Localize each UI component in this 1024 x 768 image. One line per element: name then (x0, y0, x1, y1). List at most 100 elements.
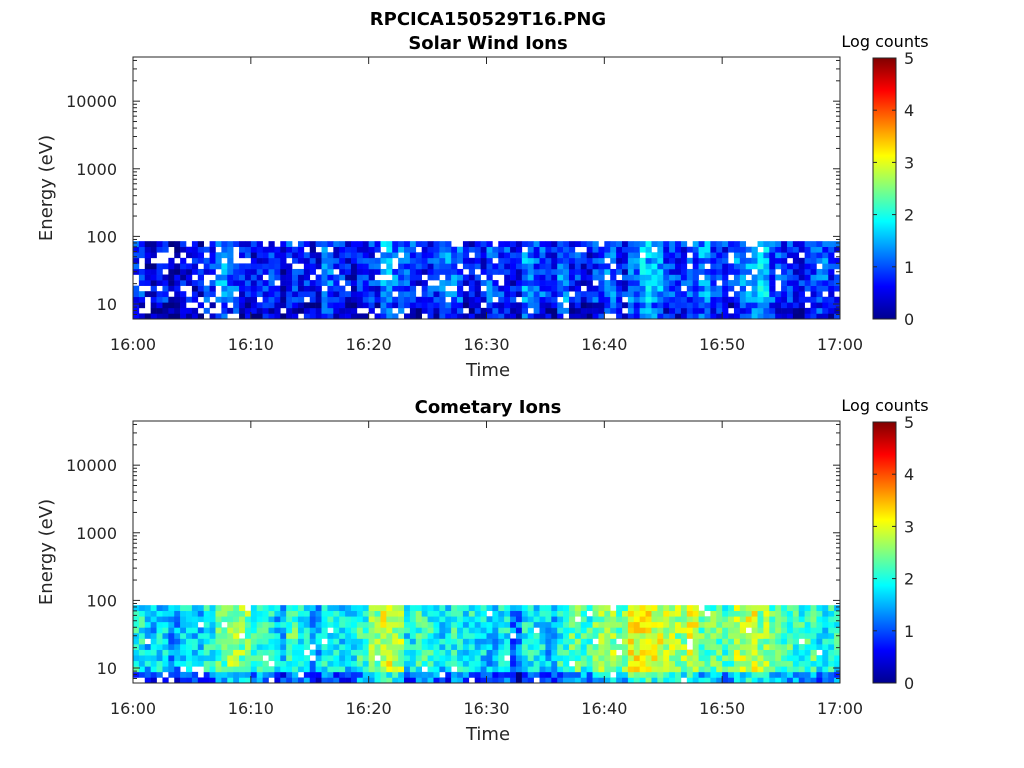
heatmap-cell (280, 241, 287, 248)
heatmap-cell (610, 257, 617, 264)
heatmap-cell (215, 280, 222, 286)
heatmap-cell (197, 285, 204, 292)
heatmap-cell (751, 285, 758, 292)
heatmap-cell (545, 655, 552, 662)
heatmap-cell (292, 296, 299, 303)
heatmap-cell (645, 660, 652, 667)
heatmap-cell (586, 268, 593, 275)
colorbar-tick-label: 5 (904, 49, 914, 68)
heatmap-cell (280, 246, 287, 253)
heatmap-cell (333, 246, 340, 253)
colorbar-tick-label: 0 (904, 674, 914, 693)
heatmap-cell (622, 671, 629, 678)
heatmap-cell (786, 274, 794, 281)
heatmap-cell (580, 241, 587, 248)
heatmap-cell (633, 671, 640, 678)
heatmap-cell (627, 621, 635, 628)
heatmap-cell (722, 677, 729, 684)
heatmap-cell (657, 655, 664, 662)
heatmap-cell (209, 291, 216, 298)
heatmap-cell (404, 263, 411, 270)
heatmap-cell (622, 274, 629, 281)
heatmap-cell (138, 616, 146, 623)
heatmap-cell (274, 610, 281, 617)
heatmap-cell (209, 616, 216, 623)
heatmap-cell (798, 285, 805, 292)
heatmap-cell (745, 268, 752, 275)
heatmap-cell (627, 632, 635, 639)
x-tick-label: 16:40 (581, 699, 627, 718)
heatmap-cell (474, 302, 481, 309)
heatmap-cell (521, 252, 529, 259)
heatmap-cell (274, 263, 281, 270)
heatmap-cell (315, 291, 322, 298)
heatmap-cell (804, 285, 811, 292)
heatmap-cell (415, 616, 422, 623)
heatmap-cell (404, 671, 411, 678)
heatmap-cell (663, 302, 670, 309)
heatmap-cell (427, 666, 434, 673)
heatmap-cell (156, 268, 163, 275)
heatmap-cell (580, 671, 587, 678)
x-tick-label: 16:40 (581, 335, 627, 354)
heatmap-cell (639, 285, 646, 292)
heatmap-cell (627, 313, 635, 320)
heatmap-cell (798, 268, 805, 275)
heatmap-cell (769, 263, 776, 270)
heatmap-cell (250, 666, 258, 673)
heatmap-cell (451, 296, 458, 303)
heatmap-cell (598, 246, 605, 253)
heatmap-cell (822, 252, 829, 259)
heatmap-cell (757, 296, 764, 303)
heatmap-cell (421, 677, 428, 684)
heatmap-cell (775, 241, 782, 248)
heatmap-cell (133, 291, 140, 298)
heatmap-cell (156, 616, 163, 623)
heatmap-cell (339, 671, 346, 678)
heatmap-cell (439, 632, 446, 639)
heatmap-cell (462, 677, 470, 684)
heatmap-cell (651, 313, 658, 320)
heatmap-cell (798, 274, 805, 281)
heatmap-cell (362, 280, 369, 286)
heatmap-cell (798, 313, 805, 320)
heatmap-cell (392, 280, 399, 286)
heatmap-cell (380, 632, 387, 639)
heatmap-cell (539, 285, 546, 292)
heatmap-cell (138, 632, 146, 639)
heatmap-cell (710, 677, 717, 684)
heatmap-cell (368, 627, 375, 634)
heatmap-cell (433, 252, 440, 259)
heatmap-cell (645, 666, 652, 673)
heatmap-cell (368, 621, 375, 628)
heatmap-cell (421, 241, 428, 248)
heatmap-cell (404, 296, 411, 303)
heatmap-cell (250, 655, 258, 662)
heatmap-cell (539, 655, 546, 662)
heatmap-cell (168, 660, 175, 667)
heatmap-cell (663, 307, 670, 314)
heatmap-cell (468, 621, 476, 628)
heatmap-cell (144, 610, 151, 617)
heatmap-cell (669, 671, 676, 678)
heatmap-cell (451, 616, 458, 623)
heatmap-cell (445, 268, 452, 275)
heatmap-cell (769, 307, 776, 314)
heatmap-cell (763, 268, 770, 275)
heatmap-cell (804, 274, 811, 281)
heatmap-cell (633, 246, 640, 253)
heatmap-cell (233, 296, 240, 303)
heatmap-cell (256, 655, 263, 662)
heatmap-cell (533, 649, 540, 656)
figure-title: RPCICA150529T16.PNG (370, 9, 606, 30)
heatmap-cell (350, 263, 358, 270)
heatmap-cell (138, 627, 146, 634)
heatmap-cell (834, 655, 841, 662)
heatmap-cell (315, 285, 322, 292)
heatmap-cell (592, 263, 599, 270)
heatmap-cell (203, 660, 210, 667)
heatmap-cell (786, 252, 794, 259)
heatmap-cell (645, 621, 652, 628)
heatmap-cell (539, 605, 546, 612)
heatmap-cell (533, 263, 540, 270)
